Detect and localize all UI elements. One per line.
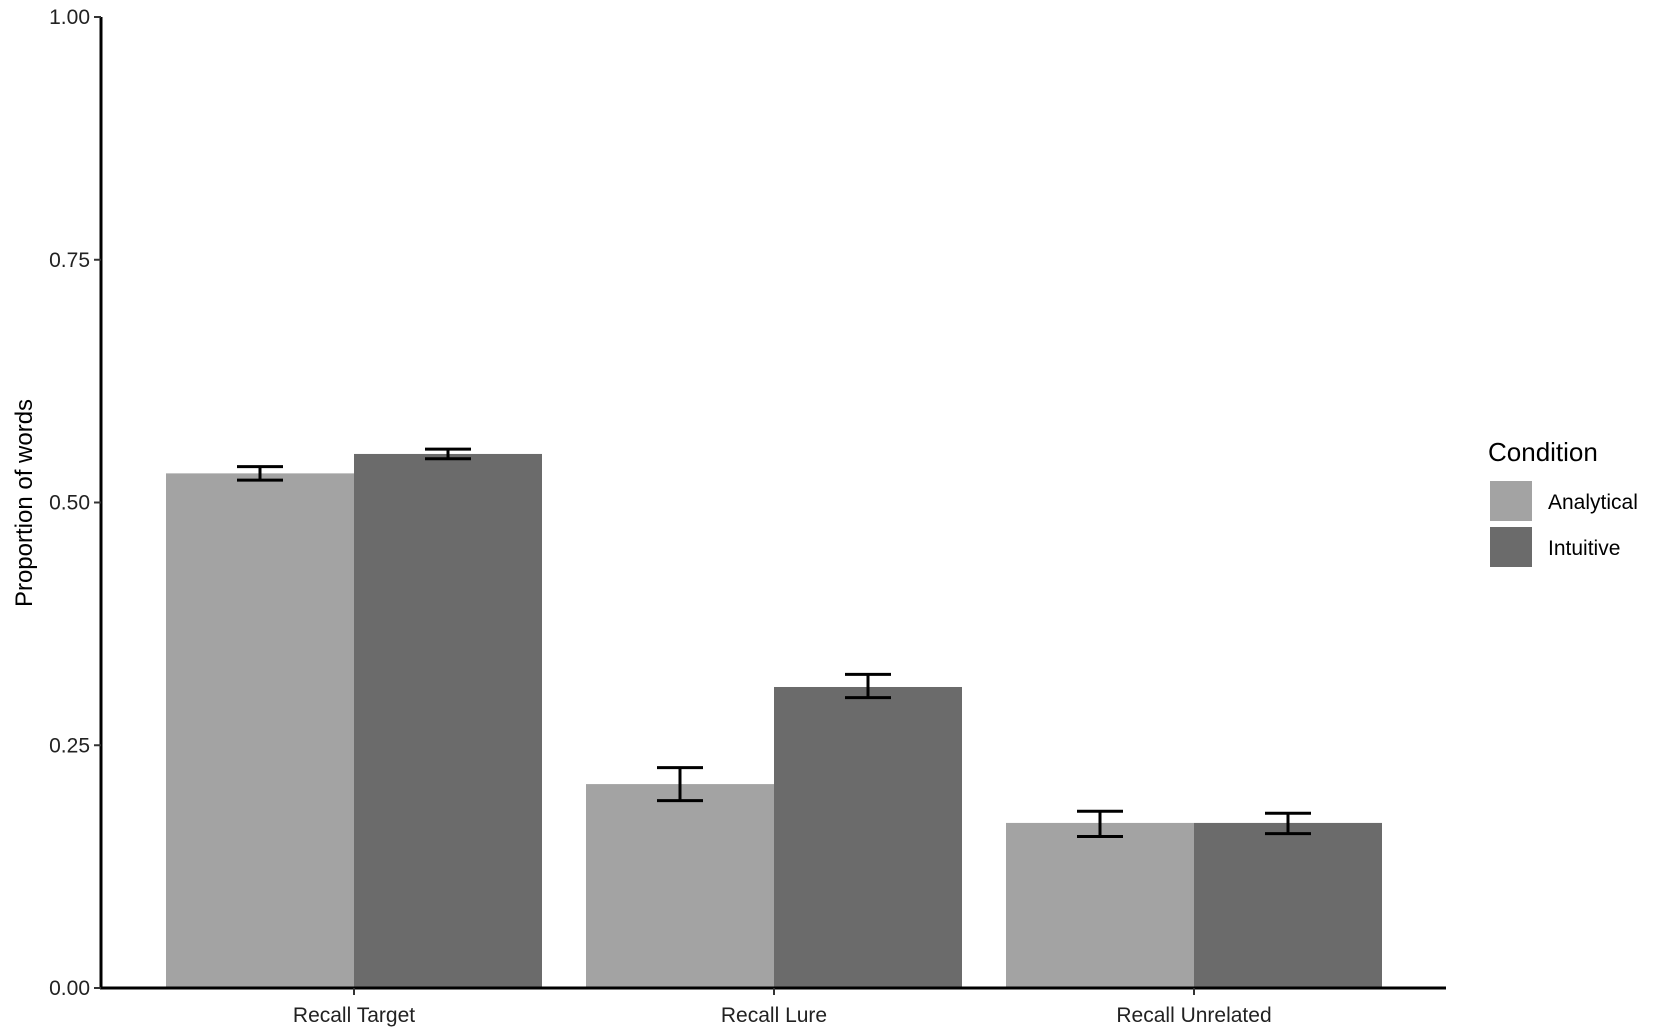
x-tick-label: Recall Lure	[721, 1004, 827, 1027]
legend-label-analytical: Analytical	[1548, 491, 1638, 514]
bar-intuitive-2	[774, 686, 962, 988]
bars-layer	[166, 453, 1382, 988]
error-bar-analytical-3	[1077, 809, 1123, 839]
x-tick-label: Recall Unrelated	[1116, 1004, 1271, 1027]
y-tick-label: 0.25	[49, 734, 90, 757]
y-axis-title: Proportion of words	[11, 399, 38, 607]
bar-analytical-2	[586, 784, 774, 988]
bar-analytical-1	[166, 473, 354, 988]
error-bar-intuitive-2	[845, 672, 891, 700]
bar-analytical-3	[1006, 822, 1194, 988]
legend-label-intuitive: Intuitive	[1548, 537, 1620, 560]
y-ticks-layer: 0.00 0.25 0.50 0.75 1.00	[49, 6, 101, 1000]
error-bar-intuitive-1	[425, 447, 471, 461]
y-tick-label: 0.75	[49, 249, 90, 272]
y-tick-label: 0.00	[49, 977, 90, 1000]
y-tick-label: 0.50	[49, 492, 90, 515]
error-bar-intuitive-3	[1265, 811, 1311, 836]
bar-intuitive-3	[1194, 822, 1382, 988]
x-ticks-layer: Recall Target Recall Lure Recall Unrelated	[293, 988, 1272, 1027]
legend: Condition Analytical Intuitive	[1488, 437, 1638, 567]
error-bars-layer	[237, 447, 1311, 839]
error-bar-analytical-1	[237, 465, 283, 482]
error-bar-analytical-2	[657, 766, 703, 803]
legend-key-intuitive	[1490, 527, 1532, 567]
y-tick-label: 1.00	[49, 6, 90, 29]
x-tick-label: Recall Target	[293, 1004, 415, 1027]
legend-key-analytical	[1490, 481, 1532, 521]
legend-title: Condition	[1488, 437, 1598, 467]
bar-intuitive-1	[354, 453, 542, 988]
